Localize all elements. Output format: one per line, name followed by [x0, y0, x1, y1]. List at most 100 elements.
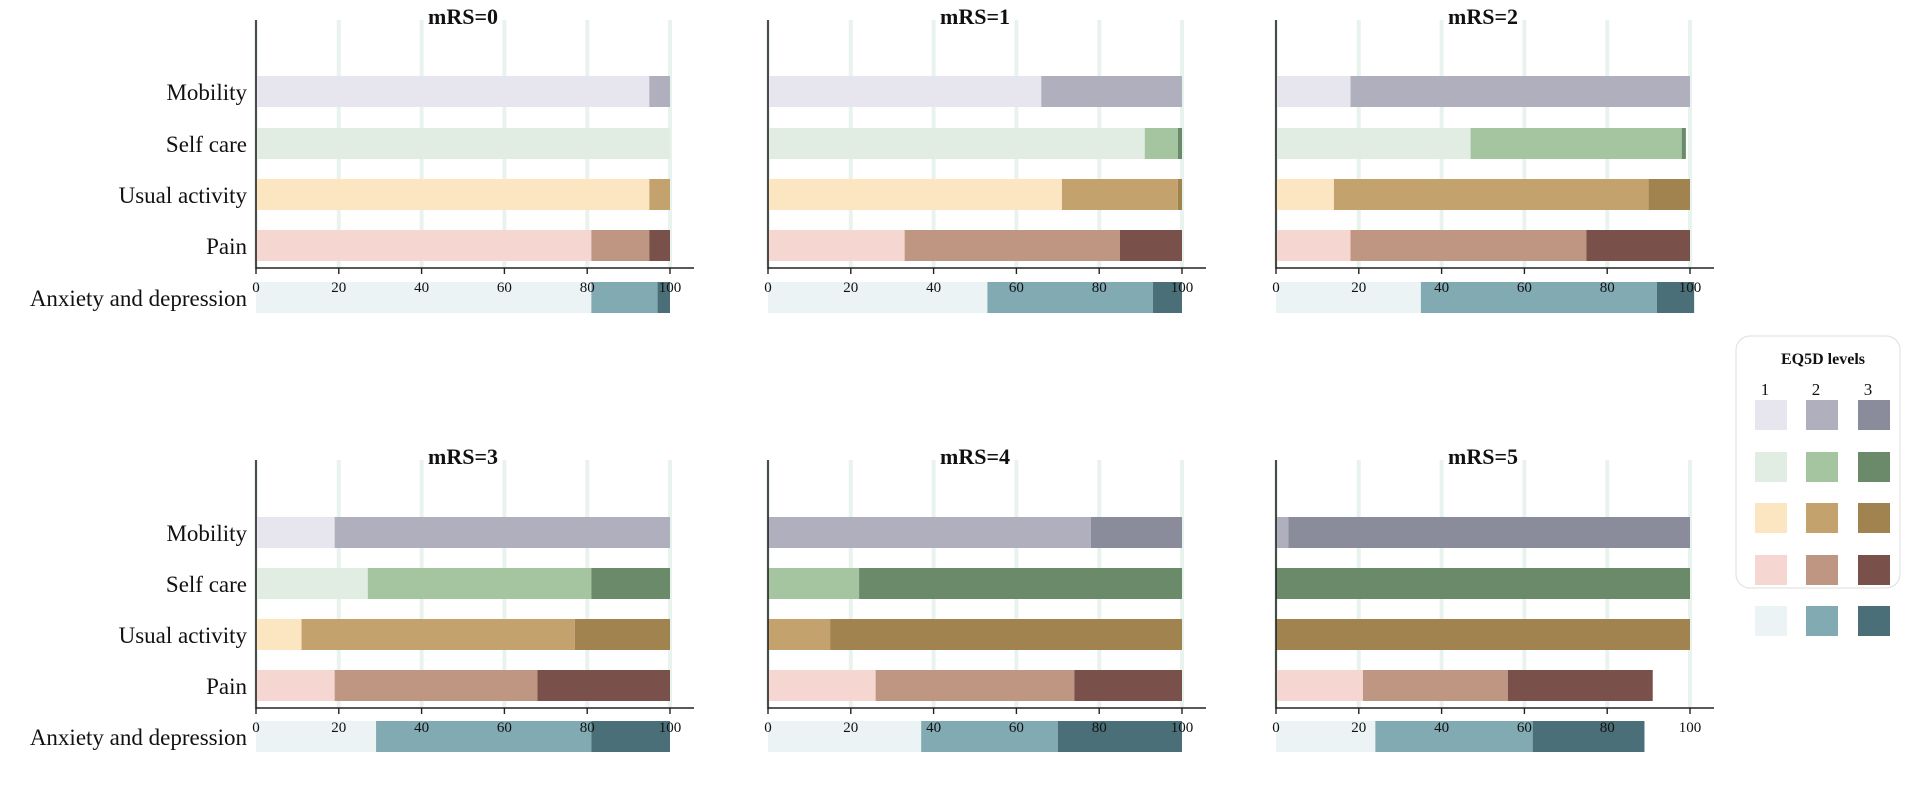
bar-usual-activity-level-2: [768, 619, 831, 650]
bar-anxiety-and-depression-level-2: [987, 282, 1154, 313]
x-tick-label: 20: [1351, 280, 1366, 296]
bar-pain-level-2: [1362, 670, 1508, 701]
legend-swatch-mobility-level-1: [1755, 400, 1787, 430]
bar-pain-level-2: [904, 230, 1120, 261]
category-label: Pain: [206, 234, 247, 259]
bar-anxiety-and-depression-level-2: [921, 721, 1058, 752]
bar-mobility-level-2: [1350, 76, 1690, 107]
legend-swatch-usual-activity-level-1: [1755, 503, 1787, 533]
bar-mobility-level-1: [1276, 76, 1351, 107]
bar-pain-level-3: [1074, 670, 1182, 701]
bar-pain-level-2: [334, 670, 538, 701]
x-tick-label: 100: [1171, 280, 1194, 296]
panel-mrs-1: mRS=1 0 20 40 60 80 100: [764, 4, 1206, 313]
bar-usual-activity-level-2: [1333, 179, 1649, 210]
bar-anxiety-and-depression-level-3: [1057, 721, 1182, 752]
x-tick-label: 60: [1009, 280, 1024, 296]
x-tick-label: 40: [414, 280, 429, 296]
panel-title: mRS=1: [940, 4, 1010, 29]
legend-swatch-pain-level-2: [1806, 555, 1838, 585]
bar-self-care-level-1: [256, 128, 670, 159]
bar-mobility-level-2: [649, 76, 670, 107]
bar-usual-activity-level-1: [768, 179, 1062, 210]
bar-anxiety-and-depression-level-3: [591, 721, 670, 752]
panel-mrs-5: mRS=5 0 20 40 60 80 100: [1272, 444, 1714, 752]
legend-title: EQ5D levels: [1781, 351, 1865, 368]
bar-pain-level-2: [591, 230, 650, 261]
bar-anxiety-and-depression-level-1: [768, 282, 988, 313]
bar-pain-level-3: [1119, 230, 1182, 261]
x-tick-label: 80: [1600, 280, 1615, 296]
x-tick-label: 100: [659, 720, 682, 736]
bar-mobility-level-2: [768, 517, 1091, 548]
panel-title: mRS=4: [940, 444, 1010, 469]
bar-usual-activity-level-2: [649, 179, 670, 210]
legend-swatch-pain-level-3: [1858, 555, 1890, 585]
x-tick-label: 60: [1517, 720, 1532, 736]
x-tick-label: 20: [331, 280, 346, 296]
bar-pain-level-3: [1507, 670, 1653, 701]
bar-usual-activity-level-3: [830, 619, 1182, 650]
bar-pain-level-1: [1276, 230, 1351, 261]
legend-swatch-anxiety-and-depression-level-3: [1858, 606, 1890, 636]
bar-mobility-level-3: [1090, 517, 1182, 548]
bar-usual-activity-level-1: [256, 619, 302, 650]
panel-mrs-4: mRS=4 0 20 40 60 80 100: [764, 444, 1206, 752]
panel-title: mRS=5: [1448, 444, 1518, 469]
panel-mrs-2: mRS=2 0 20 40 60 80 100: [1272, 4, 1714, 313]
bar-anxiety-and-depression-level-3: [1656, 282, 1695, 313]
legend-swatch-mobility-level-3: [1858, 400, 1890, 430]
bar-anxiety-and-depression-level-2: [376, 721, 592, 752]
bar-anxiety-and-depression-level-1: [256, 282, 592, 313]
bar-self-care-level-2: [1144, 128, 1178, 159]
bar-self-care-level-2: [768, 568, 860, 599]
bar-mobility-level-2: [334, 517, 670, 548]
bar-self-care-level-3: [1177, 128, 1182, 159]
x-tick-label: 40: [414, 720, 429, 736]
bar-pain-level-2: [1350, 230, 1587, 261]
bar-self-care-level-1: [1276, 128, 1471, 159]
legend-level-1: 1: [1761, 380, 1770, 399]
bar-anxiety-and-depression-level-1: [1276, 721, 1376, 752]
x-tick-label: 80: [580, 280, 595, 296]
x-tick-label: 80: [580, 720, 595, 736]
bar-anxiety-and-depression-level-1: [256, 721, 377, 752]
bar-anxiety-and-depression-level-3: [1532, 721, 1645, 752]
category-label: Self care: [166, 572, 247, 597]
x-tick-label: 0: [764, 720, 772, 736]
x-tick-label: 0: [1272, 280, 1280, 296]
x-tick-label: 40: [926, 280, 941, 296]
bar-mobility-level-2: [1041, 76, 1182, 107]
category-label: Mobility: [166, 80, 247, 105]
x-tick-label: 0: [764, 280, 772, 296]
x-tick-label: 60: [497, 720, 512, 736]
legend-swatch-self-care-level-1: [1755, 452, 1787, 482]
bar-anxiety-and-depression-level-1: [1276, 282, 1421, 313]
bar-pain-level-1: [768, 670, 876, 701]
legend: EQ5D levels 1 2 3: [1735, 335, 1901, 636]
legend-swatch-mobility-level-2: [1806, 400, 1838, 430]
x-tick-label: 40: [1434, 280, 1449, 296]
legend-swatch-self-care-level-2: [1806, 452, 1838, 482]
legend-swatch-anxiety-and-depression-level-2: [1806, 606, 1838, 636]
legend-swatch-pain-level-1: [1755, 555, 1787, 585]
x-tick-label: 40: [1434, 720, 1449, 736]
bar-pain-level-3: [1586, 230, 1690, 261]
panel-mrs-3: mRS=3 Mobility Self care Usual activity Pain…: [30, 444, 694, 752]
bar-pain-level-1: [768, 230, 905, 261]
x-tick-label: 20: [1351, 720, 1366, 736]
bar-anxiety-and-depression-level-2: [1375, 721, 1533, 752]
bar-self-care-level-3: [1276, 568, 1690, 599]
bar-self-care-level-2: [367, 568, 592, 599]
panel-mrs-0: mRS=0 Mobility Self care Usual activity Pain…: [30, 4, 694, 313]
bar-mobility-level-1: [256, 517, 335, 548]
bar-pain-level-3: [537, 670, 670, 701]
x-tick-label: 20: [843, 720, 858, 736]
bar-mobility-level-1: [256, 76, 650, 107]
bar-pain-level-2: [875, 670, 1075, 701]
bar-self-care-level-3: [859, 568, 1182, 599]
x-tick-label: 60: [1009, 720, 1024, 736]
bar-pain-level-1: [1276, 670, 1363, 701]
panel-title: mRS=3: [428, 444, 498, 469]
